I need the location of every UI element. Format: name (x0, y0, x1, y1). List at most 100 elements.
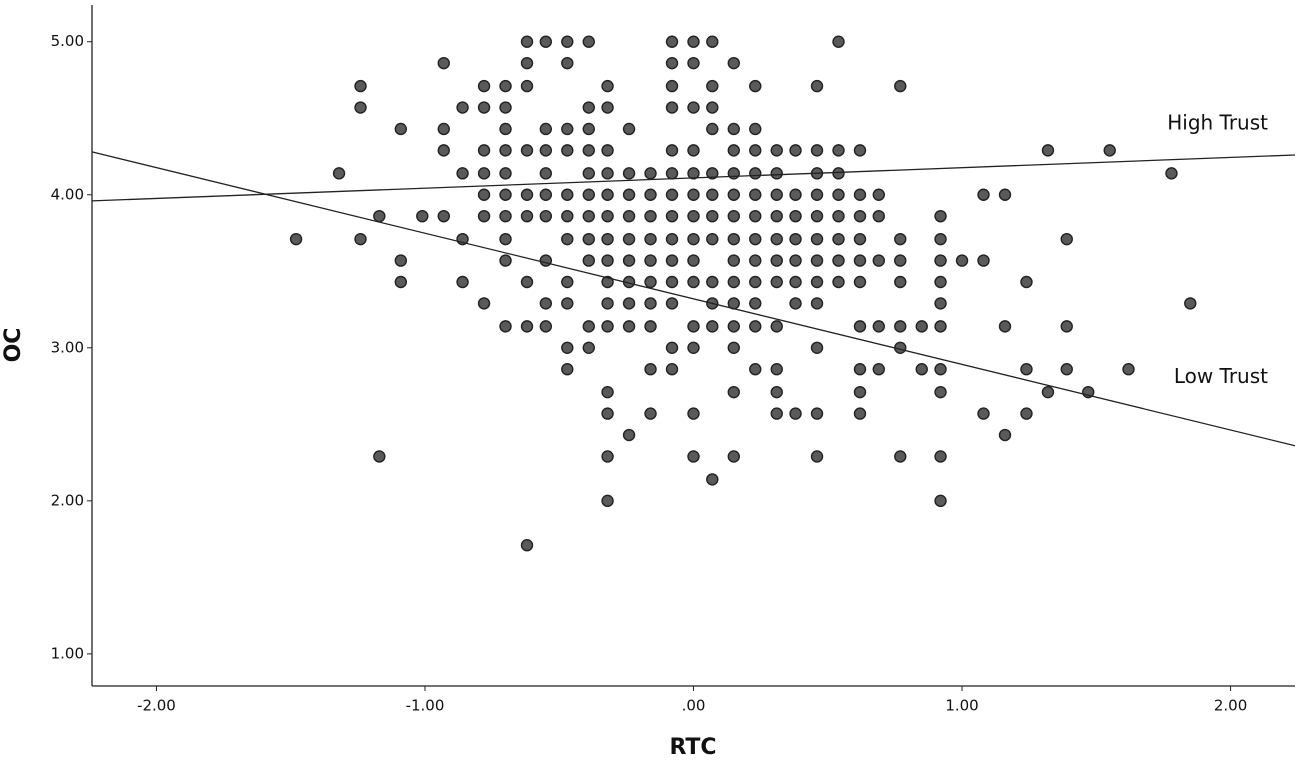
point (727, 188, 740, 201)
point (437, 122, 450, 136)
point (894, 254, 907, 267)
point (1060, 363, 1073, 376)
point (770, 232, 783, 246)
point (977, 254, 990, 267)
point (687, 167, 700, 180)
point (499, 320, 512, 333)
point (601, 167, 614, 180)
point (477, 167, 491, 180)
point (998, 320, 1012, 333)
point (687, 254, 700, 267)
point (561, 363, 574, 376)
point (539, 144, 553, 157)
point (749, 297, 762, 310)
point (665, 167, 679, 180)
point (706, 188, 719, 201)
point (810, 188, 824, 201)
point (499, 122, 512, 136)
point (665, 56, 679, 70)
point (853, 363, 867, 376)
point (416, 209, 429, 223)
point (622, 254, 636, 267)
point (665, 35, 679, 48)
point (601, 254, 614, 267)
point (810, 232, 824, 246)
x-tick-label: 2.00 (1214, 697, 1247, 715)
point (520, 320, 534, 333)
point (477, 209, 491, 223)
point (934, 320, 947, 333)
fit-line (91, 154, 1296, 202)
point (582, 35, 595, 48)
point (1184, 297, 1197, 310)
point (289, 232, 303, 246)
point (832, 275, 845, 289)
point (456, 275, 469, 289)
point (789, 407, 802, 420)
point (832, 254, 845, 267)
point (644, 297, 657, 310)
point (601, 407, 614, 420)
point (394, 122, 408, 136)
point (934, 385, 947, 399)
point (539, 209, 553, 223)
point (687, 188, 700, 201)
point (998, 428, 1012, 442)
point (665, 79, 679, 93)
point (749, 254, 762, 267)
x-axis-title: RTC (669, 735, 716, 760)
point (582, 188, 595, 201)
point (810, 450, 824, 463)
point (727, 450, 740, 463)
point (354, 101, 367, 114)
point (934, 363, 947, 376)
point (373, 209, 386, 223)
point (665, 144, 679, 157)
point (706, 232, 719, 246)
y-tick-label: 2.00 (51, 491, 84, 509)
point (1041, 385, 1055, 399)
point (894, 450, 907, 463)
point (687, 341, 700, 354)
point (687, 450, 700, 463)
x-tick-label: -1.00 (406, 697, 445, 715)
point (520, 144, 534, 157)
point (644, 188, 657, 201)
point (644, 232, 657, 246)
point (622, 209, 636, 223)
point (770, 275, 783, 289)
point (499, 188, 512, 201)
point (622, 428, 636, 442)
point (749, 167, 762, 180)
point (499, 232, 512, 246)
point (706, 35, 719, 48)
point (561, 297, 574, 310)
point (687, 320, 700, 333)
point (665, 254, 679, 267)
point (853, 385, 867, 399)
point (810, 275, 824, 289)
point (770, 209, 783, 223)
point (665, 188, 679, 201)
point (687, 101, 700, 114)
point (520, 188, 534, 201)
point (622, 167, 636, 180)
point (1020, 407, 1033, 420)
point (706, 473, 719, 486)
point (539, 167, 553, 180)
y-tick-label: 4.00 (51, 185, 84, 203)
point (727, 254, 740, 267)
point (561, 122, 574, 136)
point (394, 275, 408, 289)
point (853, 209, 867, 223)
point (1041, 144, 1055, 157)
point (789, 297, 802, 310)
point (789, 144, 802, 157)
point (456, 101, 469, 114)
point (894, 232, 907, 246)
point (934, 232, 947, 246)
point (687, 232, 700, 246)
point (665, 232, 679, 246)
point (727, 275, 740, 289)
point (853, 188, 867, 201)
